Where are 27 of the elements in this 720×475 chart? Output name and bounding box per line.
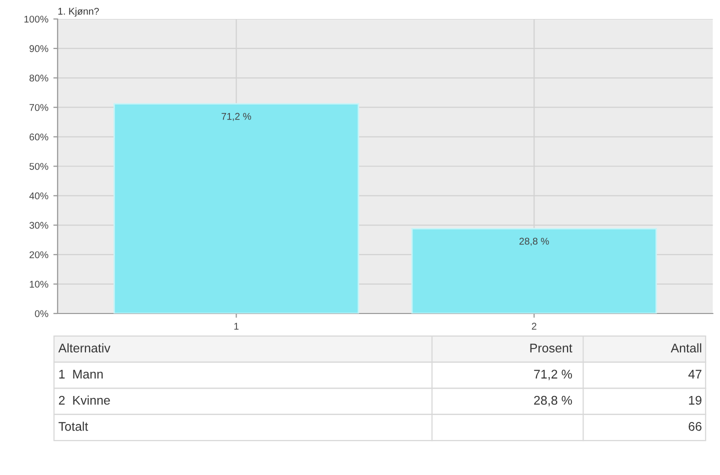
data-label: 71,2 % <box>222 112 252 121</box>
text: Totalt <box>58 422 88 431</box>
y-tick-label: 40% <box>29 192 48 200</box>
text: 1 Mann <box>59 370 103 379</box>
y-tick-label: 50% <box>30 162 48 170</box>
y-tick-label: 70% <box>30 104 48 111</box>
chart-title: 1. Kjønn? <box>58 8 99 17</box>
data-label: 28,8 % <box>519 238 549 246</box>
y-tick-label: 60% <box>30 134 48 140</box>
y-tick-label: 0% <box>34 310 48 318</box>
x-tick-label: 2 <box>532 322 536 330</box>
text: 71,2 % <box>534 370 572 380</box>
y-tick-label: 100% <box>24 16 48 23</box>
text: Alternativ <box>58 343 110 352</box>
y-tick-label: 80% <box>30 74 48 82</box>
text: 28,8 % <box>534 396 572 406</box>
y-tick-label: 20% <box>30 251 48 258</box>
text: Antall <box>670 343 702 352</box>
text: 19 <box>689 396 702 405</box>
x-tick-label: 1 <box>234 322 239 330</box>
y-tick-label: 90% <box>30 45 48 52</box>
y-tick-label: 30% <box>29 222 48 229</box>
y-tick-label: 10% <box>30 280 48 288</box>
text: 47 <box>688 370 702 378</box>
text: 2 Kvinne <box>58 396 110 405</box>
text: Prosent <box>530 344 572 352</box>
text: 66 <box>688 422 702 431</box>
